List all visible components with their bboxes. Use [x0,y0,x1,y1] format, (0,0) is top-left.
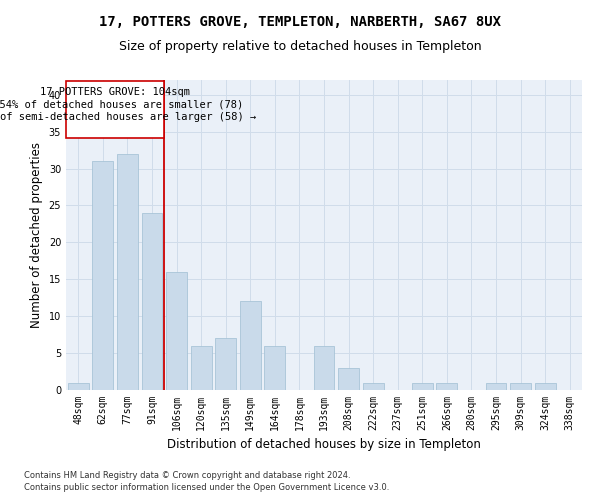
Text: 17 POTTERS GROVE: 104sqm: 17 POTTERS GROVE: 104sqm [40,88,190,98]
FancyBboxPatch shape [66,82,164,138]
Bar [362,382,383,390]
Bar [338,368,359,390]
Text: Contains HM Land Registry data © Crown copyright and database right 2024.: Contains HM Land Registry data © Crown c… [24,471,350,480]
Bar [191,346,212,390]
Bar [412,382,433,390]
Text: Size of property relative to detached houses in Templeton: Size of property relative to detached ho… [119,40,481,53]
Bar [535,382,556,390]
Bar [117,154,138,390]
Bar [215,338,236,390]
Bar [92,161,113,390]
Text: Contains public sector information licensed under the Open Government Licence v3: Contains public sector information licen… [24,484,389,492]
Bar [510,382,531,390]
Text: 17, POTTERS GROVE, TEMPLETON, NARBERTH, SA67 8UX: 17, POTTERS GROVE, TEMPLETON, NARBERTH, … [99,15,501,29]
Text: 40% of semi-detached houses are larger (58) →: 40% of semi-detached houses are larger (… [0,112,256,122]
Bar [265,346,286,390]
Bar [166,272,187,390]
Bar [240,302,261,390]
Bar [314,346,334,390]
Bar [142,213,163,390]
Bar [68,382,89,390]
X-axis label: Distribution of detached houses by size in Templeton: Distribution of detached houses by size … [167,438,481,452]
Bar [485,382,506,390]
Y-axis label: Number of detached properties: Number of detached properties [30,142,43,328]
Text: ← 54% of detached houses are smaller (78): ← 54% of detached houses are smaller (78… [0,100,243,110]
Bar [436,382,457,390]
